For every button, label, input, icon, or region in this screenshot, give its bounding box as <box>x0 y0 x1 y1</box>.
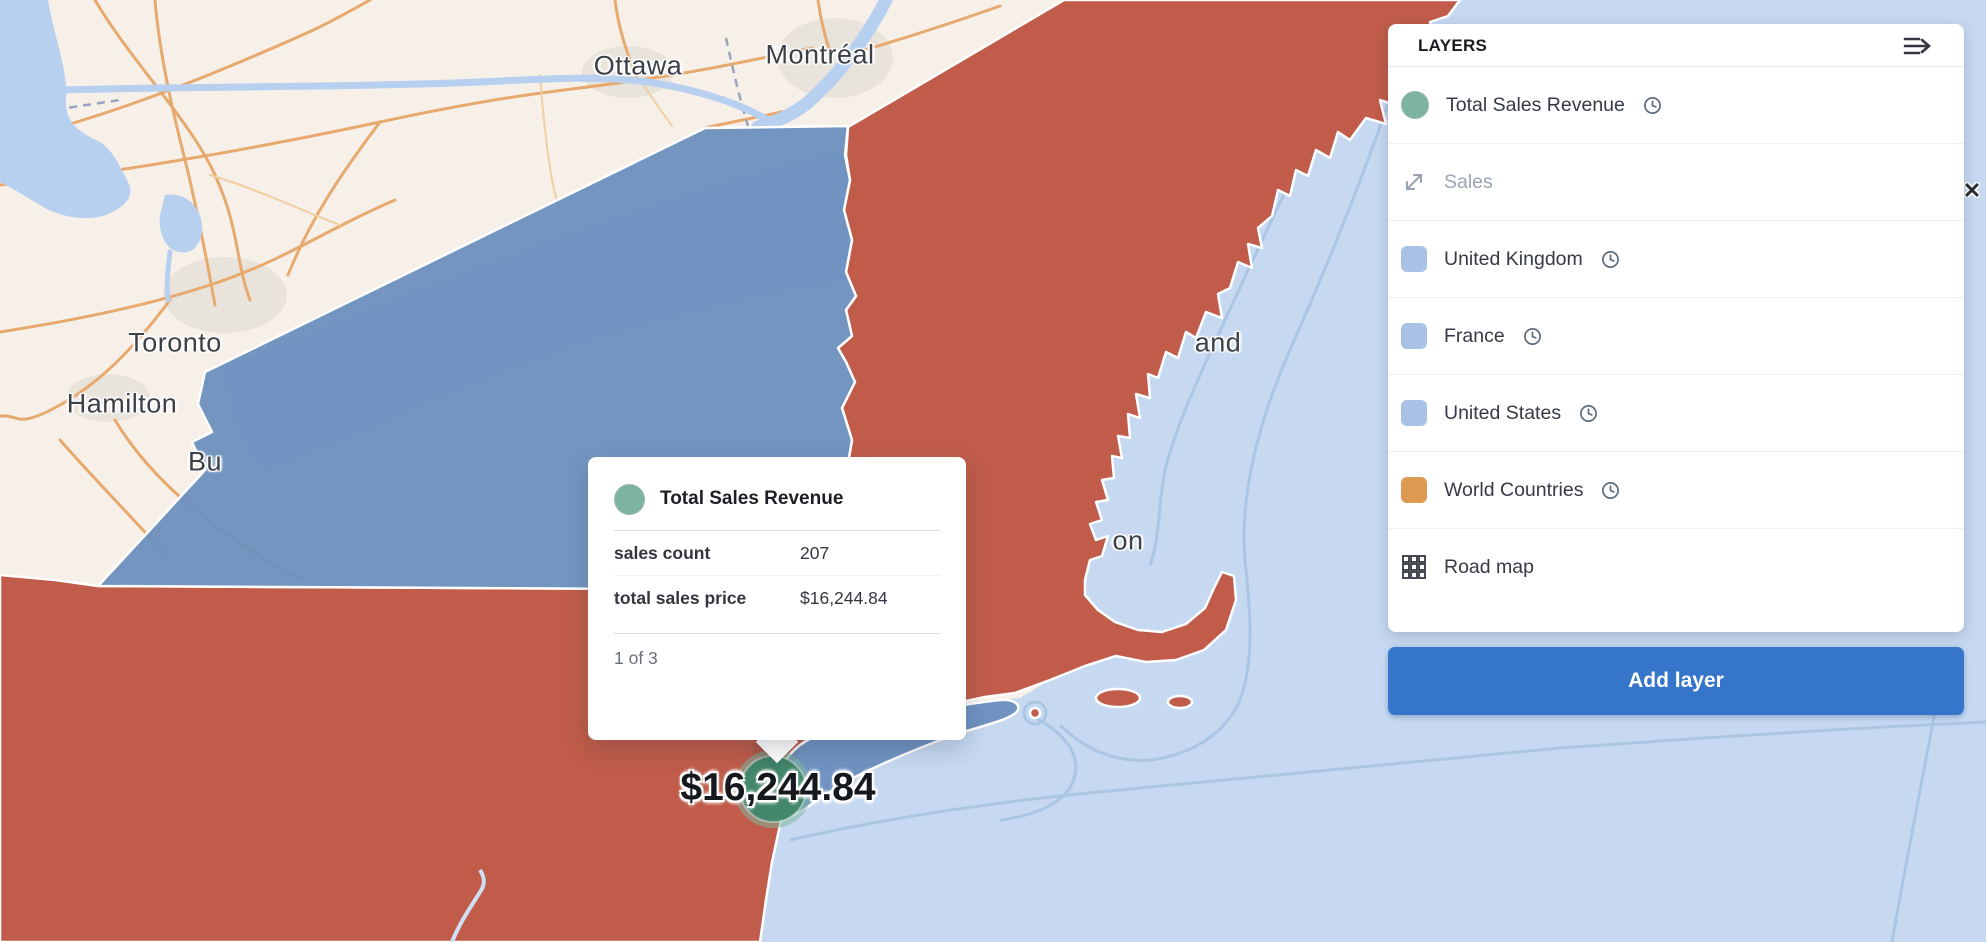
city-label-hamilton: Hamilton <box>66 388 178 419</box>
close-icon[interactable]: ✕ <box>1962 178 1982 203</box>
layer-row-sales[interactable]: Sales <box>1388 144 1964 221</box>
layer-swatch-icon <box>1401 477 1427 503</box>
clock-icon <box>1643 96 1662 115</box>
city-label-portland-partial: and <box>1194 327 1242 358</box>
layer-swatch-icon <box>1401 91 1429 119</box>
city-label-toronto: Toronto <box>128 327 222 358</box>
layer-label: World Countries <box>1444 478 1584 501</box>
clock-icon <box>1601 250 1620 269</box>
layer-swatch-icon <box>1401 246 1427 272</box>
layers-panel: LAYERS Total Sales Revenue Sa <box>1388 24 1964 632</box>
grid-icon <box>1401 554 1427 580</box>
tooltip-row-label: sales count <box>614 542 711 563</box>
layer-row-world-countries[interactable]: World Countries <box>1388 452 1964 529</box>
tooltip-row: total sales price $16,244.84 <box>614 575 940 620</box>
cluster-marker[interactable] <box>734 750 812 828</box>
city-label-boston-partial: on <box>1112 525 1144 556</box>
city-label-montreal: Montréal <box>765 39 875 70</box>
cluster-value-label: $16,244.84 <box>680 766 876 809</box>
city-label-ottawa: Ottawa <box>593 50 683 81</box>
tooltip-row: sales count 207 <box>614 531 940 575</box>
layer-label: Total Sales Revenue <box>1446 93 1625 116</box>
layer-row-united-kingdom[interactable]: United Kingdom <box>1388 221 1964 298</box>
layer-label: France <box>1444 324 1505 347</box>
add-layer-button[interactable]: Add layer <box>1388 647 1964 715</box>
layer-row-france[interactable]: France <box>1388 298 1964 375</box>
delaware-river <box>450 868 486 942</box>
collapse-panel-icon[interactable] <box>1902 35 1936 57</box>
layer-swatch-icon <box>1401 400 1427 426</box>
city-label-buffalo-partial: Bu <box>187 446 223 477</box>
layer-label: United States <box>1444 401 1562 424</box>
island-region[interactable] <box>1094 687 1142 709</box>
tooltip-title: Total Sales Revenue <box>660 488 844 509</box>
layer-row-road-map[interactable]: Road map <box>1388 529 1964 605</box>
feature-tooltip: Total Sales Revenue sales count 207 tota… <box>588 457 966 740</box>
layer-row-united-states[interactable]: United States <box>1388 375 1964 452</box>
diagonal-arrow-icon <box>1401 169 1427 195</box>
island-region-3[interactable] <box>1028 706 1042 720</box>
tooltip-pagination: 1 of 3 <box>614 648 658 668</box>
clock-icon <box>1601 481 1620 500</box>
layer-swatch-icon <box>614 483 645 515</box>
tooltip-row-value: $16,244.84 <box>800 587 888 608</box>
layer-label: United Kingdom <box>1444 247 1583 270</box>
bathymetry-contours <box>789 54 1986 942</box>
layer-row-total-sales-revenue[interactable]: Total Sales Revenue <box>1388 67 1964 144</box>
layer-label: Road map <box>1444 555 1534 578</box>
clock-icon <box>1579 404 1598 423</box>
tooltip-row-label: total sales price <box>614 587 747 608</box>
layer-swatch-icon <box>1401 323 1427 349</box>
island-region-2[interactable] <box>1166 694 1194 710</box>
tooltip-row-value: 207 <box>800 542 830 563</box>
layer-label: Sales <box>1444 170 1493 193</box>
clock-icon <box>1523 327 1542 346</box>
right-edge-water <box>1962 162 1986 642</box>
layers-panel-title: LAYERS <box>1418 36 1488 55</box>
rivers <box>0 0 893 303</box>
